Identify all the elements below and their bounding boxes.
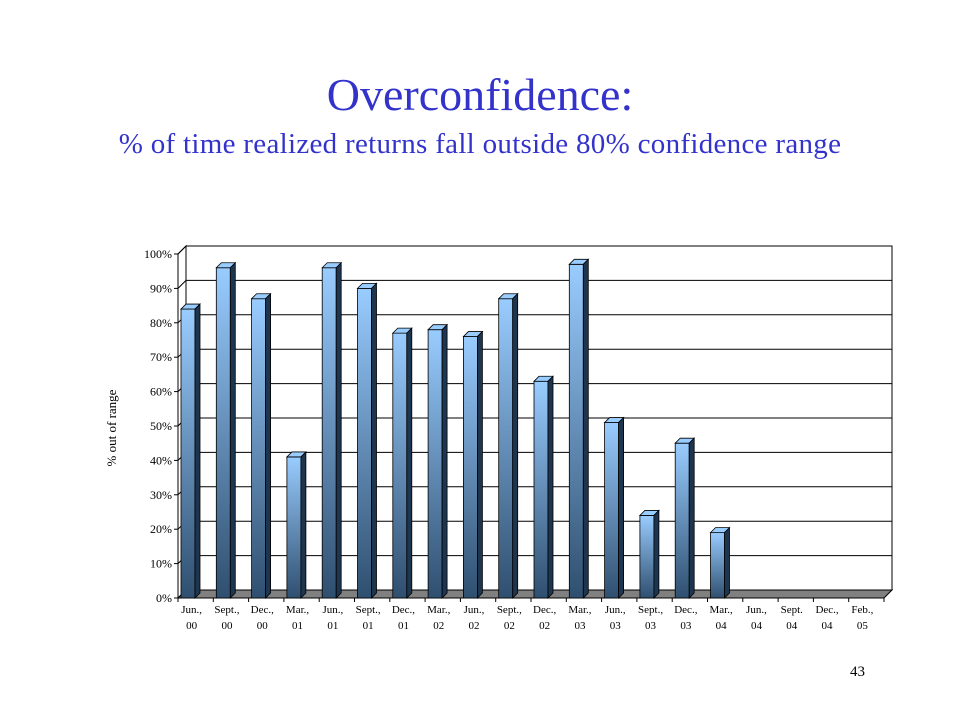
x-tick-label-month: Mar.,: [568, 604, 591, 616]
bar-side: [371, 282, 377, 599]
x-tick-label-month: Jun.,: [322, 604, 343, 616]
bar-side: [335, 261, 342, 599]
bar-side: [512, 292, 519, 599]
x-tick-label-month: Mar.,: [286, 604, 309, 616]
x-tick-label-year: 02: [469, 620, 480, 632]
x-tick-label-year: 01: [292, 620, 303, 632]
y-tick-label: 90%: [150, 281, 172, 295]
bar-side: [194, 303, 201, 599]
bar: [251, 298, 267, 599]
x-tick-label-month: Feb.,: [851, 604, 873, 616]
bar-side: [582, 258, 589, 599]
bar: [462, 336, 478, 599]
x-tick-label-month: Sept.: [781, 604, 804, 616]
bar-side: [618, 416, 624, 599]
x-tick-label-year: 04: [786, 620, 798, 632]
bar-side: [265, 292, 272, 599]
gridline: [177, 245, 892, 255]
bar: [321, 267, 337, 599]
bar-side: [724, 526, 730, 599]
x-tick-label-year: 03: [680, 620, 692, 632]
y-tick-label: 40%: [150, 453, 172, 467]
bar: [498, 298, 514, 599]
slide-title: Overconfidence:: [326, 69, 634, 120]
x-tick-label-month: Dec.,: [815, 604, 838, 616]
bar-side: [441, 323, 448, 599]
y-tick-label: 20%: [150, 522, 172, 536]
x-tick-label-year: 00: [221, 620, 233, 632]
bar-side: [476, 330, 483, 599]
bar: [357, 287, 372, 599]
x-tick-label-year: 02: [504, 620, 515, 632]
bar: [710, 532, 725, 599]
y-tick-label: 70%: [150, 350, 172, 364]
bar: [427, 329, 443, 599]
slide-subtitle: % of time realized returns fall outside …: [118, 128, 842, 160]
x-tick-label-year: 03: [610, 620, 622, 632]
bar-side: [406, 327, 413, 599]
y-tick-label: 10%: [150, 557, 172, 571]
bar-side: [300, 450, 307, 599]
x-tick-label-month: Jun.,: [464, 604, 485, 616]
x-tick-label-month: Sept.,: [214, 604, 239, 616]
y-axis-label: % out of range: [104, 389, 119, 466]
bar: [604, 422, 619, 599]
x-tick-label-year: 01: [327, 620, 338, 632]
bar-side: [229, 261, 236, 599]
y-tick-labels: 0% 10% 20% 30% 40% 50% 60% 70% 80% 90% 100%: [144, 247, 172, 605]
x-tick-label-month: Sept.,: [497, 604, 522, 616]
x-tick-label-month: Dec.,: [392, 604, 415, 616]
x-tick-label-year: 01: [363, 620, 374, 632]
bar-side: [653, 509, 660, 599]
x-tick-label-month: Mar.,: [710, 604, 733, 616]
x-tick-label-year: 02: [539, 620, 550, 632]
x-tick-label-month: Sept.,: [638, 604, 663, 616]
x-tick-label-month: Sept.,: [356, 604, 381, 616]
bar-side: [547, 375, 554, 599]
bar: [674, 442, 690, 599]
bar: [392, 332, 408, 599]
x-tick-label-year: 00: [257, 620, 269, 632]
x-tick-label-month: Jun.,: [605, 604, 626, 616]
x-tick-label-month: Dec.,: [674, 604, 697, 616]
x-tick-label-year: 02: [433, 620, 444, 632]
x-tick-label-month: Mar.,: [427, 604, 450, 616]
y-tick-label: 100%: [144, 247, 172, 261]
x-tick-label-month: Jun.,: [181, 604, 202, 616]
bar: [533, 380, 549, 599]
x-tick-label-year: 04: [822, 620, 834, 632]
bar: [180, 308, 196, 599]
bar: [286, 456, 302, 599]
x-tick-label-year: 03: [645, 620, 657, 632]
y-tick-label: 60%: [150, 385, 172, 399]
x-tick-label-year: 03: [574, 620, 586, 632]
x-tick-label-year: 04: [751, 620, 763, 632]
y-tick-label: 80%: [150, 316, 172, 330]
y-tick-label: 30%: [150, 488, 172, 502]
x-tick-label-month: Dec.,: [533, 604, 556, 616]
x-tick-label-year: 05: [857, 620, 869, 632]
x-tick-label-month: Dec.,: [251, 604, 274, 616]
gridline: [177, 279, 892, 289]
bar: [639, 515, 655, 599]
x-tick-label-year: 01: [398, 620, 409, 632]
y-tick-label: 0%: [156, 591, 172, 605]
x-tick-label-month: Jun.,: [746, 604, 767, 616]
y-tick-label: 50%: [150, 419, 172, 433]
bar: [215, 267, 231, 599]
x-tick-labels: Jun., 00 Sept., 00 Dec., 00 Mar., 01 Jun., 01 Sept…: [181, 604, 873, 632]
bar: [568, 263, 584, 599]
bar-side: [688, 437, 695, 599]
chart-bars: [180, 258, 731, 599]
x-tick-label-year: 00: [186, 620, 198, 632]
x-tick-label-year: 04: [716, 620, 728, 632]
slide-number: 43: [850, 664, 865, 680]
